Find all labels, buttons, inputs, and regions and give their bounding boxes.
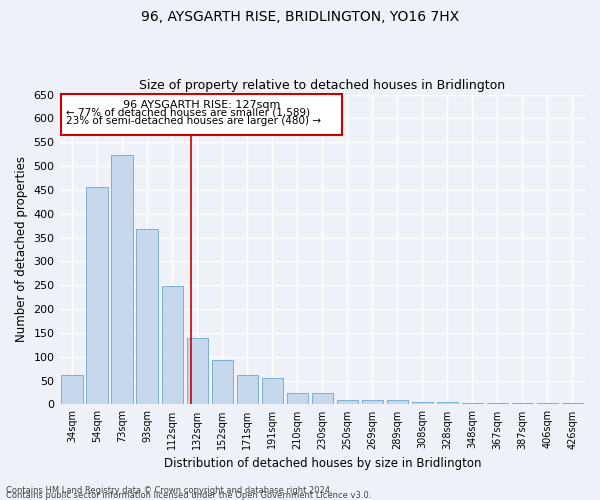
Text: Contains public sector information licensed under the Open Government Licence v3: Contains public sector information licen…: [6, 491, 371, 500]
Bar: [187, 338, 208, 404]
Bar: [161, 286, 183, 405]
Text: 23% of semi-detached houses are larger (480) →: 23% of semi-detached houses are larger (…: [66, 116, 321, 126]
Bar: [437, 402, 458, 404]
Bar: [61, 94, 342, 135]
Text: Contains HM Land Registry data © Crown copyright and database right 2024.: Contains HM Land Registry data © Crown c…: [6, 486, 332, 495]
Bar: [337, 400, 358, 404]
Bar: [462, 403, 483, 404]
Bar: [387, 400, 408, 404]
Bar: [262, 378, 283, 404]
Bar: [236, 376, 258, 404]
Text: 96 AYSGARTH RISE: 127sqm: 96 AYSGARTH RISE: 127sqm: [123, 100, 280, 110]
Y-axis label: Number of detached properties: Number of detached properties: [15, 156, 28, 342]
Bar: [212, 360, 233, 405]
Bar: [311, 394, 333, 404]
Title: Size of property relative to detached houses in Bridlington: Size of property relative to detached ho…: [139, 79, 505, 92]
Text: ← 77% of detached houses are smaller (1,589): ← 77% of detached houses are smaller (1,…: [66, 108, 310, 118]
Bar: [86, 186, 108, 404]
Bar: [562, 403, 583, 404]
Text: 96, AYSGARTH RISE, BRIDLINGTON, YO16 7HX: 96, AYSGARTH RISE, BRIDLINGTON, YO16 7HX: [141, 10, 459, 24]
Bar: [136, 229, 158, 404]
Bar: [487, 403, 508, 404]
Bar: [412, 402, 433, 404]
Bar: [362, 400, 383, 404]
Bar: [112, 155, 133, 404]
X-axis label: Distribution of detached houses by size in Bridlington: Distribution of detached houses by size …: [164, 457, 481, 470]
Bar: [61, 375, 83, 404]
Bar: [287, 393, 308, 404]
